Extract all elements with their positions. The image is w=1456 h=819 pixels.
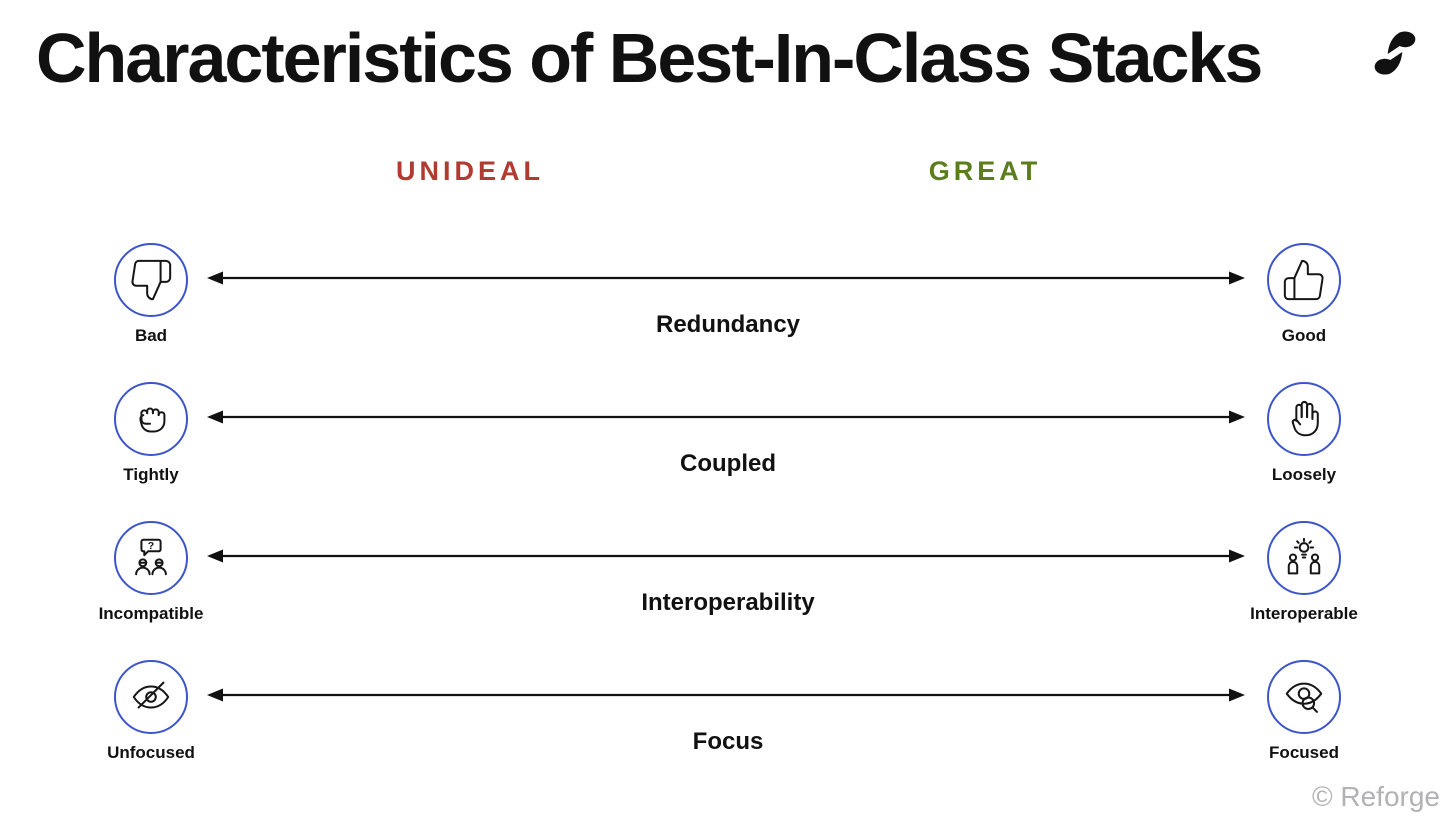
reforge-logo-icon [1374, 31, 1416, 75]
double-arrow [207, 408, 1245, 426]
left-caption: Incompatible [98, 604, 204, 623]
eye-slash-icon [132, 681, 170, 709]
double-arrow [207, 686, 1245, 704]
thumbs-up-icon [1283, 259, 1324, 301]
people-lightbulb-icon [1287, 537, 1321, 575]
tightly-icon-circle [114, 382, 188, 456]
dimension-label: Focus [692, 728, 764, 755]
page-title: Characteristics of Best-In-Class Stacks [36, 19, 1263, 97]
column-header-great: GREAT [928, 156, 1042, 186]
interoperable-icon-circle [1267, 521, 1341, 595]
dimension-label: Interoperability [641, 589, 815, 616]
unfocused-icon-circle [114, 660, 188, 734]
focused-icon-circle [1267, 660, 1341, 734]
right-caption: Focused [1269, 743, 1339, 762]
bad-icon-circle [114, 243, 188, 317]
dimension-label: Coupled [680, 450, 776, 477]
fist-icon [139, 407, 166, 433]
left-caption: Bad [134, 326, 168, 345]
dimension-label: Redundancy [655, 311, 801, 338]
copyright-watermark: © Reforge [1311, 781, 1440, 812]
double-arrow [207, 269, 1245, 287]
eye-magnifier-icon [1285, 682, 1323, 713]
question-mark-glyph: ? [148, 540, 154, 552]
right-caption: Good [1281, 326, 1327, 345]
open-hand-icon [1291, 401, 1319, 437]
right-caption: Interoperable [1250, 604, 1358, 623]
right-caption: Loosely [1271, 465, 1337, 484]
left-caption: Unfocused [107, 743, 195, 762]
good-icon-circle [1267, 243, 1341, 317]
left-caption: Tightly [123, 465, 179, 484]
column-header-unideal: UNIDEAL [396, 156, 544, 186]
people-question-icon: ? [135, 538, 167, 576]
incompatible-icon-circle: ? [114, 521, 188, 595]
double-arrow [207, 547, 1245, 565]
loosely-icon-circle [1267, 382, 1341, 456]
thumbs-down-icon [131, 259, 172, 301]
